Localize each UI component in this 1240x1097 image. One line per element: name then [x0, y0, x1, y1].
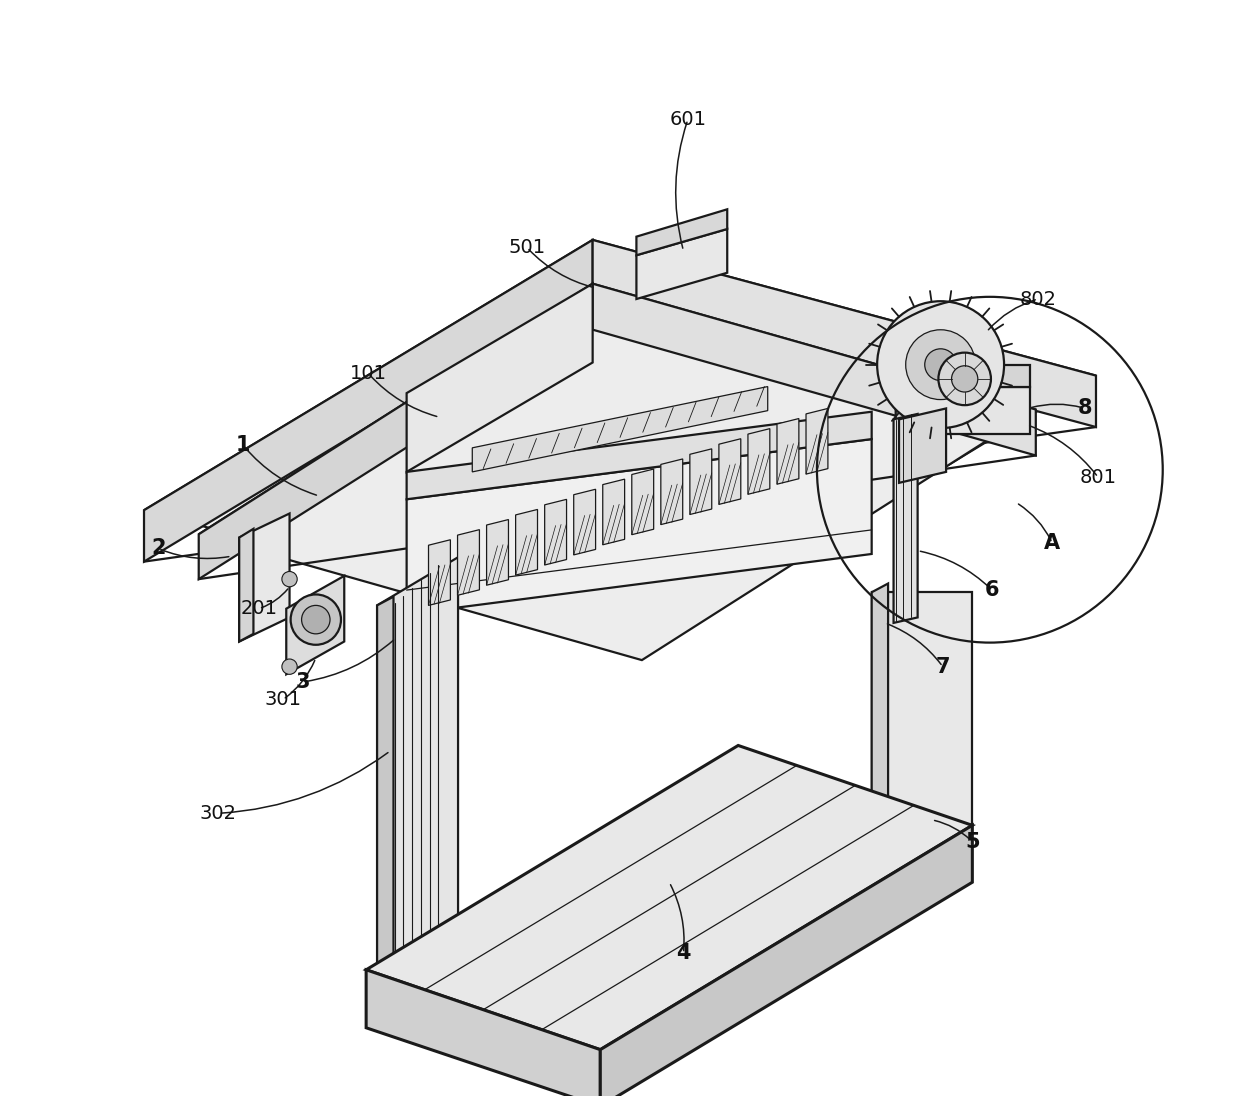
Polygon shape	[486, 520, 508, 585]
Polygon shape	[407, 439, 872, 614]
Text: 301: 301	[264, 690, 301, 709]
Polygon shape	[366, 970, 600, 1097]
Polygon shape	[872, 584, 888, 813]
Text: 201: 201	[241, 599, 278, 619]
Polygon shape	[777, 419, 799, 484]
Polygon shape	[748, 429, 770, 495]
Circle shape	[290, 595, 341, 645]
Polygon shape	[516, 509, 537, 575]
Polygon shape	[407, 411, 872, 499]
Polygon shape	[198, 284, 1035, 660]
Text: 6: 6	[985, 580, 999, 600]
Polygon shape	[632, 470, 653, 534]
Polygon shape	[895, 364, 1030, 386]
Polygon shape	[895, 382, 906, 433]
Polygon shape	[198, 284, 593, 579]
Polygon shape	[286, 576, 345, 675]
Polygon shape	[429, 540, 450, 606]
Circle shape	[939, 352, 991, 405]
Polygon shape	[593, 284, 1035, 455]
Polygon shape	[239, 529, 253, 642]
Text: 601: 601	[670, 110, 707, 129]
Polygon shape	[472, 386, 768, 472]
Text: 8: 8	[1078, 398, 1092, 418]
Text: 4: 4	[676, 943, 691, 963]
Circle shape	[281, 659, 298, 675]
Text: 302: 302	[200, 804, 237, 823]
Circle shape	[301, 606, 330, 634]
Polygon shape	[144, 240, 1096, 647]
Text: 101: 101	[350, 364, 387, 383]
Polygon shape	[689, 449, 712, 514]
Text: 2: 2	[151, 539, 165, 558]
Polygon shape	[895, 386, 1030, 433]
Polygon shape	[636, 229, 727, 299]
Polygon shape	[603, 479, 625, 545]
Circle shape	[281, 572, 298, 587]
Text: 801: 801	[1080, 468, 1117, 487]
Polygon shape	[377, 597, 393, 986]
Text: 5: 5	[965, 832, 980, 851]
Polygon shape	[407, 284, 593, 472]
Text: 501: 501	[508, 238, 546, 257]
Polygon shape	[544, 499, 567, 565]
Text: 1: 1	[236, 434, 249, 454]
Circle shape	[925, 349, 956, 381]
Text: 7: 7	[935, 657, 950, 677]
Polygon shape	[239, 513, 290, 642]
Circle shape	[877, 302, 1004, 428]
Polygon shape	[636, 210, 727, 256]
Polygon shape	[894, 414, 918, 623]
Polygon shape	[872, 592, 972, 825]
Polygon shape	[144, 240, 593, 562]
Polygon shape	[574, 489, 595, 555]
Polygon shape	[377, 557, 458, 986]
Polygon shape	[366, 746, 972, 1050]
Polygon shape	[458, 530, 480, 596]
Text: 802: 802	[1019, 290, 1056, 308]
Polygon shape	[600, 825, 972, 1097]
Text: A: A	[1044, 533, 1060, 553]
Circle shape	[951, 365, 978, 392]
Polygon shape	[899, 408, 946, 483]
Polygon shape	[719, 439, 740, 505]
Text: 3: 3	[295, 672, 310, 692]
Polygon shape	[806, 408, 828, 474]
Circle shape	[905, 330, 976, 399]
Polygon shape	[593, 240, 1096, 427]
Polygon shape	[661, 459, 683, 524]
